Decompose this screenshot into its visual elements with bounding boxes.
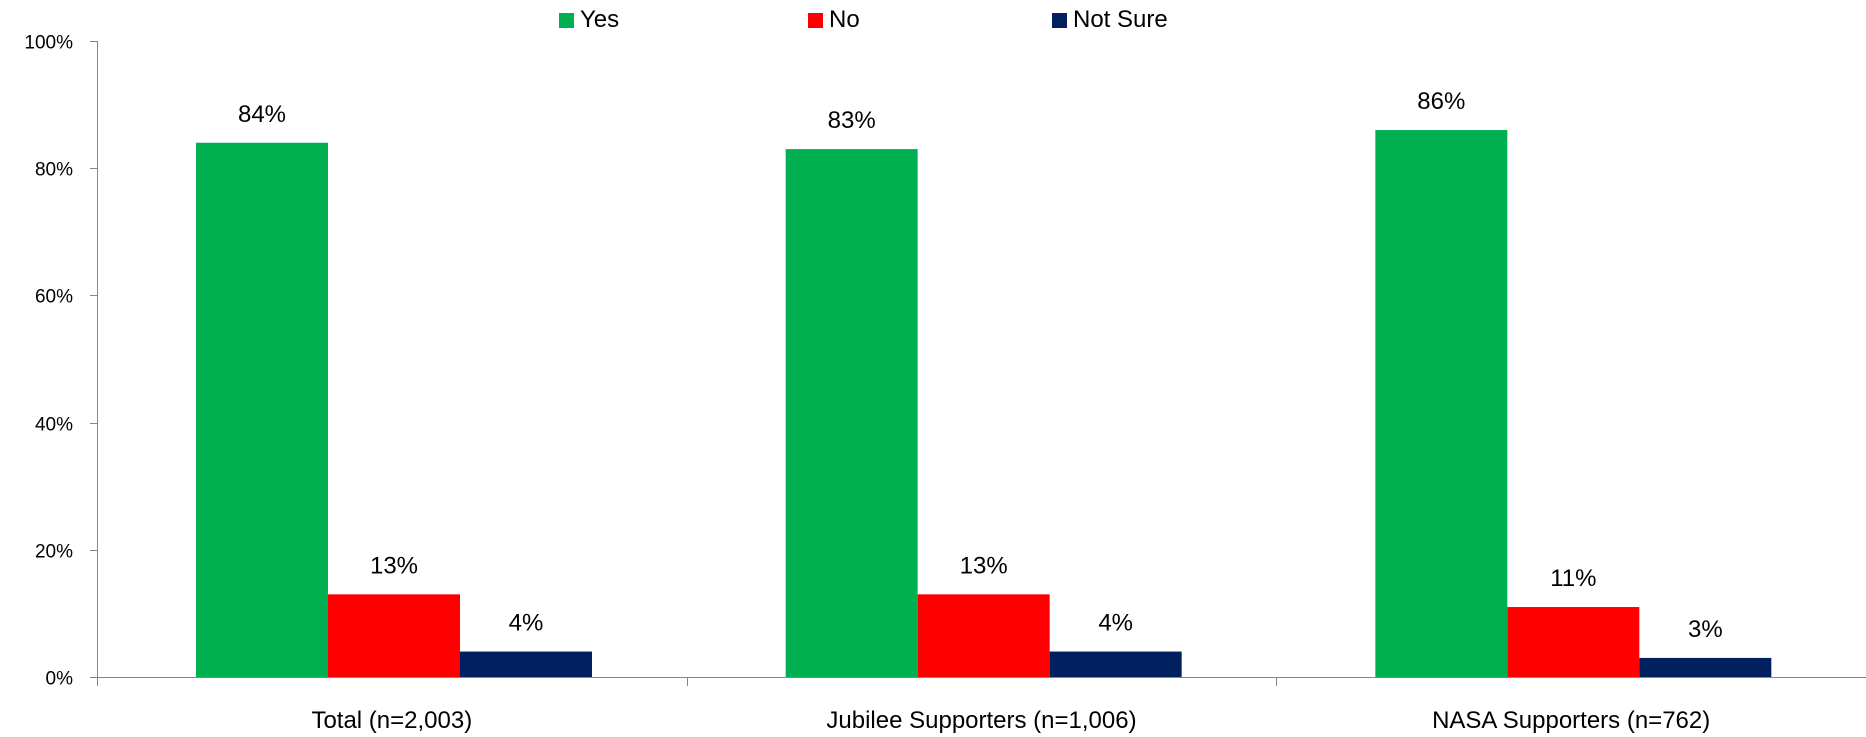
legend-label-not-sure: Not Sure (1073, 6, 1168, 33)
y-tick-label: 60% (35, 287, 73, 308)
y-tick-label: 0% (46, 669, 74, 690)
y-tick-label: 100% (24, 33, 73, 54)
data-label-no-3: 11% (1550, 565, 1596, 592)
data-label-yes-1: 84% (238, 101, 286, 128)
bar-yes-1 (196, 142, 328, 677)
data-label-not-sure-2: 4% (1098, 610, 1133, 637)
legend-item-not-sure: Not Sure (1052, 6, 1168, 34)
data-label-not-sure-3: 3% (1688, 616, 1723, 643)
legend-swatch-no (808, 12, 823, 28)
data-label-yes-2: 83% (828, 107, 876, 134)
bar-yes-2 (785, 149, 918, 677)
bar-not-sure-3 (1639, 657, 1772, 677)
bar-no-3 (1507, 607, 1640, 677)
bar-no-1 (328, 594, 460, 677)
bar-not-sure-2 (1049, 651, 1182, 677)
legend-item-yes: Yes (559, 6, 619, 34)
category-label-1: Total (n=2,003) (311, 707, 472, 734)
bar-not-sure-1 (460, 651, 592, 677)
data-label-no-1: 13% (370, 552, 418, 579)
chart-legend: Yes No Not Sure (0, 2, 1866, 36)
data-label-yes-3: 86% (1417, 88, 1465, 115)
legend-item-no: No (808, 6, 860, 34)
category-label-2: Jubilee Supporters (n=1,006) (826, 707, 1136, 734)
bar-yes-3 (1375, 130, 1508, 678)
legend-label-yes: Yes (580, 6, 620, 33)
legend-label-no: No (829, 6, 860, 33)
y-tick-label: 20% (35, 542, 73, 563)
bar-no-2 (917, 594, 1050, 677)
legend-swatch-not-sure (1052, 12, 1067, 28)
data-label-not-sure-1: 4% (509, 610, 544, 637)
data-label-no-2: 13% (960, 552, 1008, 579)
y-tick-label: 80% (35, 160, 73, 181)
category-label-3: NASA Supporters (n=762) (1432, 707, 1710, 734)
y-tick-label: 40% (35, 415, 73, 436)
legend-swatch-yes (559, 12, 574, 28)
